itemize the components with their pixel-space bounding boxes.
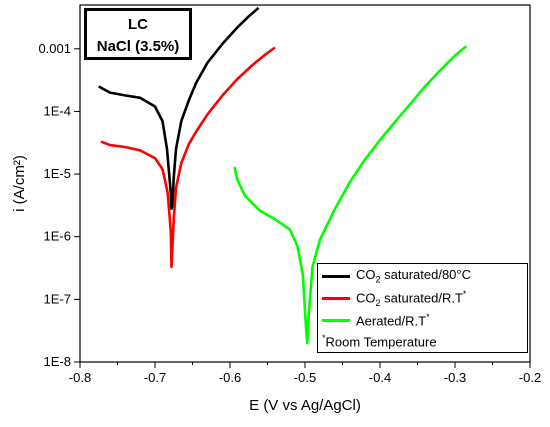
legend-item-series-1: CO2 saturated/80°C bbox=[322, 266, 471, 286]
sample-annotation-box: LC NaCl (3.5%) bbox=[84, 8, 192, 60]
legend-swatch-series-1 bbox=[322, 274, 350, 278]
legend-item-series-3: Aerated/R.T* bbox=[322, 310, 430, 330]
y-axis-label: i (A/cm²) bbox=[11, 155, 28, 212]
x-tick-label: -0.2 bbox=[519, 370, 541, 385]
legend-swatch-series-3 bbox=[322, 318, 350, 322]
y-tick-label: 0.001 bbox=[38, 41, 71, 56]
legend-item-series-2: CO2 saturated/R.T* bbox=[322, 288, 466, 308]
y-tick-label: 1E-4 bbox=[44, 103, 71, 118]
legend-label-series-1: CO2 saturated/80°C bbox=[356, 267, 471, 285]
x-tick-label: -0.3 bbox=[444, 370, 466, 385]
y-tick-label: 1E-8 bbox=[44, 354, 71, 369]
series-line-3 bbox=[233, 45, 468, 345]
x-tick-label: -0.6 bbox=[219, 370, 241, 385]
legend-footnote: *Room Temperature bbox=[322, 333, 437, 350]
y-tick-label: 1E-7 bbox=[44, 291, 71, 306]
legend-label-series-3: Aerated/R.T* bbox=[356, 311, 430, 329]
x-tick-label: -0.4 bbox=[369, 370, 391, 385]
x-tick-label: -0.5 bbox=[294, 370, 316, 385]
x-axis-label: E (V vs Ag/AgCl) bbox=[249, 397, 361, 414]
x-tick-label: -0.8 bbox=[69, 370, 91, 385]
y-tick-label: 1E-6 bbox=[44, 229, 71, 244]
x-tick-label: -0.7 bbox=[144, 370, 166, 385]
legend-swatch-series-2 bbox=[322, 296, 350, 300]
series-line-2 bbox=[100, 46, 276, 269]
legend-label-series-2: CO2 saturated/R.T* bbox=[356, 288, 467, 308]
y-tick-label: 1E-5 bbox=[44, 166, 71, 181]
series-line-1 bbox=[98, 6, 260, 210]
sample-annotation-line2: NaCl (3.5%) bbox=[96, 38, 180, 55]
sample-annotation-line1: LC bbox=[128, 16, 148, 33]
legend: CO2 saturated/80°C CO2 saturated/R.T* Ae… bbox=[317, 263, 528, 353]
